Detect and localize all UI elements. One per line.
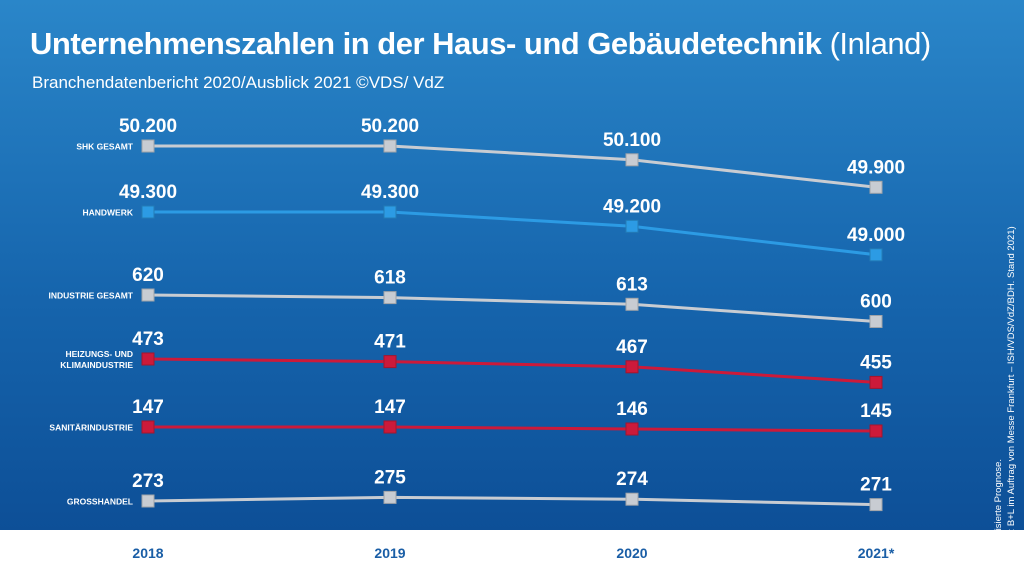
data-label-industrie-gesamt-1: 620 <box>132 265 164 286</box>
series-name-industrie-gesamt: INDUSTRIE GESAMT <box>48 291 133 301</box>
series-name-sanitaerindustrie: SANITÄRINDUSTRIE <box>49 423 133 433</box>
data-label-shk-gesamt-2: 50.200 <box>361 116 419 137</box>
data-point-handwerk-1 <box>141 205 155 219</box>
data-point-sanitaerindustrie-4 <box>869 424 883 438</box>
data-label-sanitaerindustrie-4: 145 <box>860 401 892 422</box>
data-label-heizungs-und-klimaindustrie-4: 455 <box>860 352 892 373</box>
data-point-sanitaerindustrie-2 <box>383 420 397 434</box>
data-point-industrie-gesamt-3 <box>625 297 639 311</box>
data-label-shk-gesamt-4: 49.900 <box>847 157 905 178</box>
data-point-heizungs-und-klimaindustrie-2 <box>383 355 397 369</box>
series-line-grosshandel <box>147 495 877 507</box>
data-label-handwerk-3: 49.200 <box>603 196 661 217</box>
chart-title: Unternehmenszahlen in der Haus- und Gebä… <box>30 24 931 64</box>
data-point-shk-gesamt-4 <box>869 180 883 194</box>
data-label-handwerk-1: 49.300 <box>119 182 177 203</box>
series-name-shk-gesamt: SHK GESAMT <box>76 142 133 152</box>
data-label-sanitaerindustrie-3: 146 <box>616 399 648 420</box>
data-label-grosshandel-1: 273 <box>132 471 164 492</box>
data-label-heizungs-und-klimaindustrie-3: 467 <box>616 337 648 358</box>
x-tick-label-2018: 2018 <box>132 545 163 561</box>
source-footnote: * aktualisierte Prognose. (Quelle: B+L i… <box>992 142 1022 562</box>
series-name-handwerk: HANDWERK <box>82 208 133 218</box>
data-point-industrie-gesamt-2 <box>383 291 397 305</box>
data-point-handwerk-2 <box>383 205 397 219</box>
data-point-sanitaerindustrie-1 <box>141 420 155 434</box>
series-line-shk-gesamt <box>148 144 877 189</box>
series-line-heizungs-und-klimaindustrie <box>147 357 877 384</box>
data-label-shk-gesamt-1: 50.200 <box>119 116 177 137</box>
data-point-shk-gesamt-2 <box>383 139 397 153</box>
data-label-industrie-gesamt-2: 618 <box>374 268 406 289</box>
data-point-handwerk-3 <box>625 219 639 233</box>
chart-subtitle: Branchendatenbericht 2020/Ausblick 2021 … <box>32 73 445 92</box>
series-line-sanitaerindustrie <box>148 425 877 433</box>
data-point-sanitaerindustrie-3 <box>625 422 639 436</box>
data-label-heizungs-und-klimaindustrie-2: 471 <box>374 332 406 353</box>
data-point-grosshandel-1 <box>141 494 155 508</box>
data-point-grosshandel-3 <box>625 492 639 506</box>
footnote-forecast: * aktualisierte Prognose. <box>993 459 1004 562</box>
data-label-grosshandel-4: 271 <box>860 475 892 496</box>
data-label-shk-gesamt-3: 50.100 <box>603 130 661 151</box>
chart-title-suffix: (Inland) <box>829 26 932 61</box>
data-label-grosshandel-2: 275 <box>374 467 406 488</box>
data-point-grosshandel-2 <box>383 490 397 504</box>
data-point-handwerk-4 <box>869 248 883 262</box>
data-label-grosshandel-3: 274 <box>616 469 648 490</box>
data-point-grosshandel-4 <box>869 498 883 512</box>
x-tick-label-2021: 2021* <box>858 545 895 561</box>
data-point-industrie-gesamt-4 <box>869 315 883 328</box>
series-line-industrie-gesamt <box>147 293 877 323</box>
series-line-handwerk <box>148 210 877 257</box>
data-point-shk-gesamt-1 <box>141 139 155 153</box>
data-point-heizungs-und-klimaindustrie-3 <box>625 360 639 374</box>
chart-background-panel <box>0 0 1024 530</box>
series-name-grosshandel: GROSSHANDEL <box>67 497 133 507</box>
chart-title-main: Unternehmenszahlen in der Haus- und Gebä… <box>30 26 822 61</box>
data-point-industrie-gesamt-1 <box>141 288 155 302</box>
data-label-sanitaerindustrie-1: 147 <box>132 397 164 418</box>
data-point-heizungs-und-klimaindustrie-1 <box>141 352 155 366</box>
x-tick-label-2019: 2019 <box>374 545 405 561</box>
data-label-handwerk-4: 49.000 <box>847 225 905 246</box>
data-label-heizungs-und-klimaindustrie-1: 473 <box>132 329 164 350</box>
data-label-industrie-gesamt-3: 613 <box>616 274 648 295</box>
data-label-handwerk-2: 49.300 <box>361 182 419 203</box>
series-name-heizungs-und-klimaindustrie-line-2: KLIMAINDUSTRIE <box>60 360 133 370</box>
x-tick-label-2020: 2020 <box>616 545 647 561</box>
data-point-heizungs-und-klimaindustrie-4 <box>869 375 883 389</box>
series-name-heizungs-und-klimaindustrie-line-1: HEIZUNGS- UND <box>65 349 133 359</box>
data-label-sanitaerindustrie-2: 147 <box>374 397 406 418</box>
data-label-industrie-gesamt-4: 600 <box>860 292 892 313</box>
data-point-shk-gesamt-3 <box>625 153 639 167</box>
footnote-source: (Quelle: B+L im Auftrag von Messe Frankf… <box>1006 226 1017 562</box>
